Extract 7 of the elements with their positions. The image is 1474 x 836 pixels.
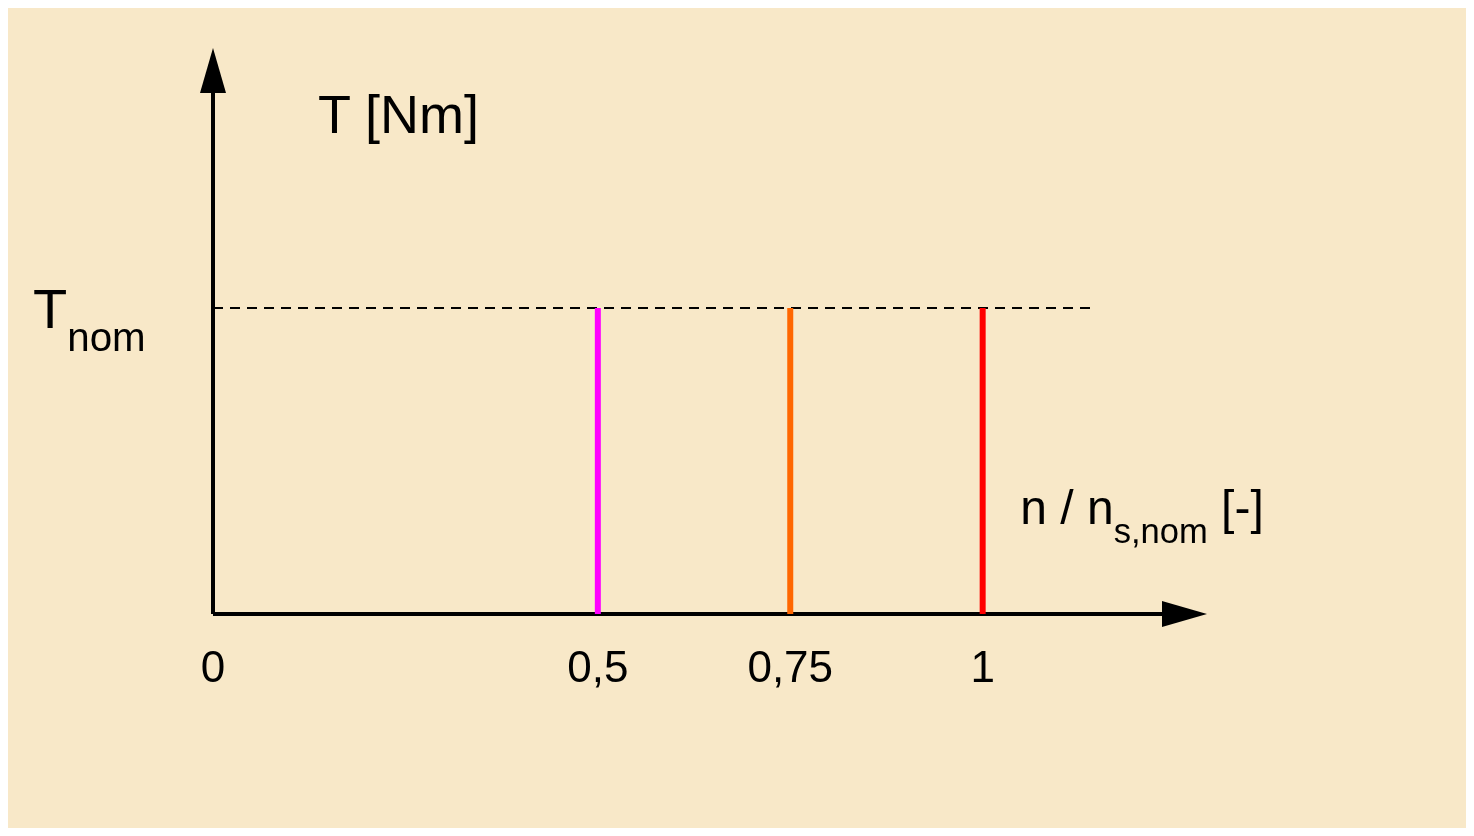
x-axis-title: n / n$_{s,nom}$ [-] xyxy=(1020,481,1264,550)
x-tick-label: 0,5 xyxy=(567,642,629,691)
x-tick-label: 1 xyxy=(970,642,995,691)
y-axis-title: T [Nm] xyxy=(318,84,479,144)
x-tick-label: 0 xyxy=(200,642,226,691)
x-tick-label: 0,75 xyxy=(747,642,834,691)
ref-line-label: T$_{nom}$ xyxy=(33,277,146,361)
